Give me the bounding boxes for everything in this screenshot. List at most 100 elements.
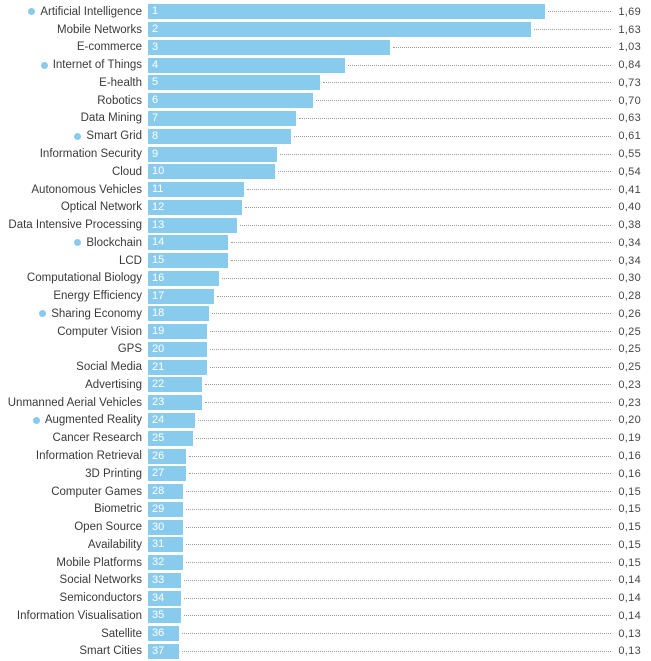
value-label: 0,15 [618,521,641,534]
category-label-cell: Computer Vision [0,326,148,338]
value-label: 0,84 [618,59,641,72]
value-label: 0,26 [618,307,641,320]
chart-row: Mobile Networks 2 1,63 [0,21,651,39]
dotted-leader-line [393,46,611,48]
dotted-leader-line [231,260,611,262]
rank-number: 29 [152,502,165,515]
value-label: 0,16 [618,467,641,480]
value-bar: 21 [148,359,207,375]
value-label: 0,70 [618,94,641,107]
value-label: 0,15 [618,538,641,551]
value-label: 0,41 [618,183,641,196]
bar-area: 27 0,16 [148,465,651,483]
dotted-leader-line [548,11,611,13]
dotted-leader-line [182,650,611,652]
value-bar: 9 [148,146,277,162]
value-label: 0,73 [618,76,641,89]
chart-row: Data Mining 7 0,63 [0,110,651,128]
dotted-leader-line [184,615,611,617]
bar-area: 37 0,13 [148,643,651,661]
chart-row: Computational Biology 16 0,30 [0,269,651,287]
dotted-leader-line [222,277,611,279]
value-label: 0,23 [618,378,641,391]
value-label: 0,40 [618,201,641,214]
highlight-bullet-icon [28,8,36,16]
bar-area: 6 0,70 [148,92,651,110]
category-label: Semiconductors [59,592,142,605]
rank-number: 14 [152,236,165,249]
category-label: Mobile Platforms [56,556,142,569]
category-label-cell: Smart Grid [0,130,148,142]
category-label-cell: Mobile Platforms [0,557,148,569]
value-bar: 35 [148,608,181,624]
bar-area: 23 0,23 [148,394,651,412]
rank-number: 2 [152,23,159,36]
bar-area: 11 0,41 [148,181,651,199]
rank-number: 37 [152,644,165,657]
rank-number: 1 [152,5,159,18]
value-label: 1,69 [618,5,641,18]
rank-number: 13 [152,218,165,231]
bar-area: 7 0,63 [148,110,651,128]
category-label-cell: Internet of Things [0,59,148,71]
dotted-leader-line [240,224,611,226]
value-bar: 25 [148,430,193,446]
dotted-leader-line [205,402,611,404]
category-label: Cancer Research [52,432,142,445]
category-label: Artificial Intelligence [40,5,142,18]
chart-row: Smart Grid 8 0,61 [0,127,651,145]
category-label: Satellite [101,627,142,640]
chart-row: Information Security 9 0,55 [0,145,651,163]
value-bar: 15 [148,253,228,269]
bar-area: 9 0,55 [148,145,651,163]
chart-row: Energy Efficiency 17 0,28 [0,287,651,305]
value-label: 0,20 [618,414,641,427]
dotted-leader-line [294,135,611,137]
value-bar: 26 [148,448,186,464]
rank-number: 35 [152,609,165,622]
dotted-leader-line [189,473,611,475]
category-label-cell: Data Intensive Processing [0,219,148,231]
dotted-leader-line [196,437,611,439]
chart-row: Internet of Things 4 0,84 [0,56,651,74]
value-bar: 12 [148,199,242,215]
category-label-cell: GPS [0,343,148,355]
rank-number: 25 [152,431,165,444]
chart-row: Computer Games 28 0,15 [0,483,651,501]
bar-area: 31 0,15 [148,536,651,554]
dotted-leader-line [316,100,611,102]
bar-area: 32 0,15 [148,554,651,572]
dotted-leader-line [534,29,611,31]
dotted-leader-line [186,508,611,510]
value-bar: 24 [148,412,195,428]
category-label-cell: Open Source [0,521,148,533]
category-label-cell: Information Security [0,148,148,160]
rank-number: 6 [152,94,159,107]
category-label: Energy Efficiency [53,290,142,303]
value-bar: 5 [148,75,320,91]
bar-area: 15 0,34 [148,252,651,270]
rank-number: 20 [152,342,165,355]
value-label: 0,30 [618,272,641,285]
bar-area: 34 0,14 [148,589,651,607]
value-label: 0,28 [618,290,641,303]
category-label: Advertising [85,378,142,391]
chart-row: Social Networks 33 0,14 [0,572,651,590]
value-label: 0,23 [618,396,641,409]
category-label-cell: Information Visualisation [0,610,148,622]
dotted-leader-line [210,366,611,368]
category-label: Optical Network [60,201,142,214]
category-label: Autonomous Vehicles [31,183,142,196]
bar-area: 33 0,14 [148,572,651,590]
rank-number: 10 [152,165,165,178]
bar-area: 36 0,13 [148,625,651,643]
dotted-leader-line [323,82,611,84]
value-label: 0,13 [618,645,641,658]
value-bar: 18 [148,306,209,322]
dotted-leader-line [182,633,611,635]
value-label: 0,25 [618,343,641,356]
category-label-cell: Mobile Networks [0,24,148,36]
bar-area: 25 0,19 [148,429,651,447]
rank-number: 34 [152,591,165,604]
category-label: Blockchain [86,236,142,249]
